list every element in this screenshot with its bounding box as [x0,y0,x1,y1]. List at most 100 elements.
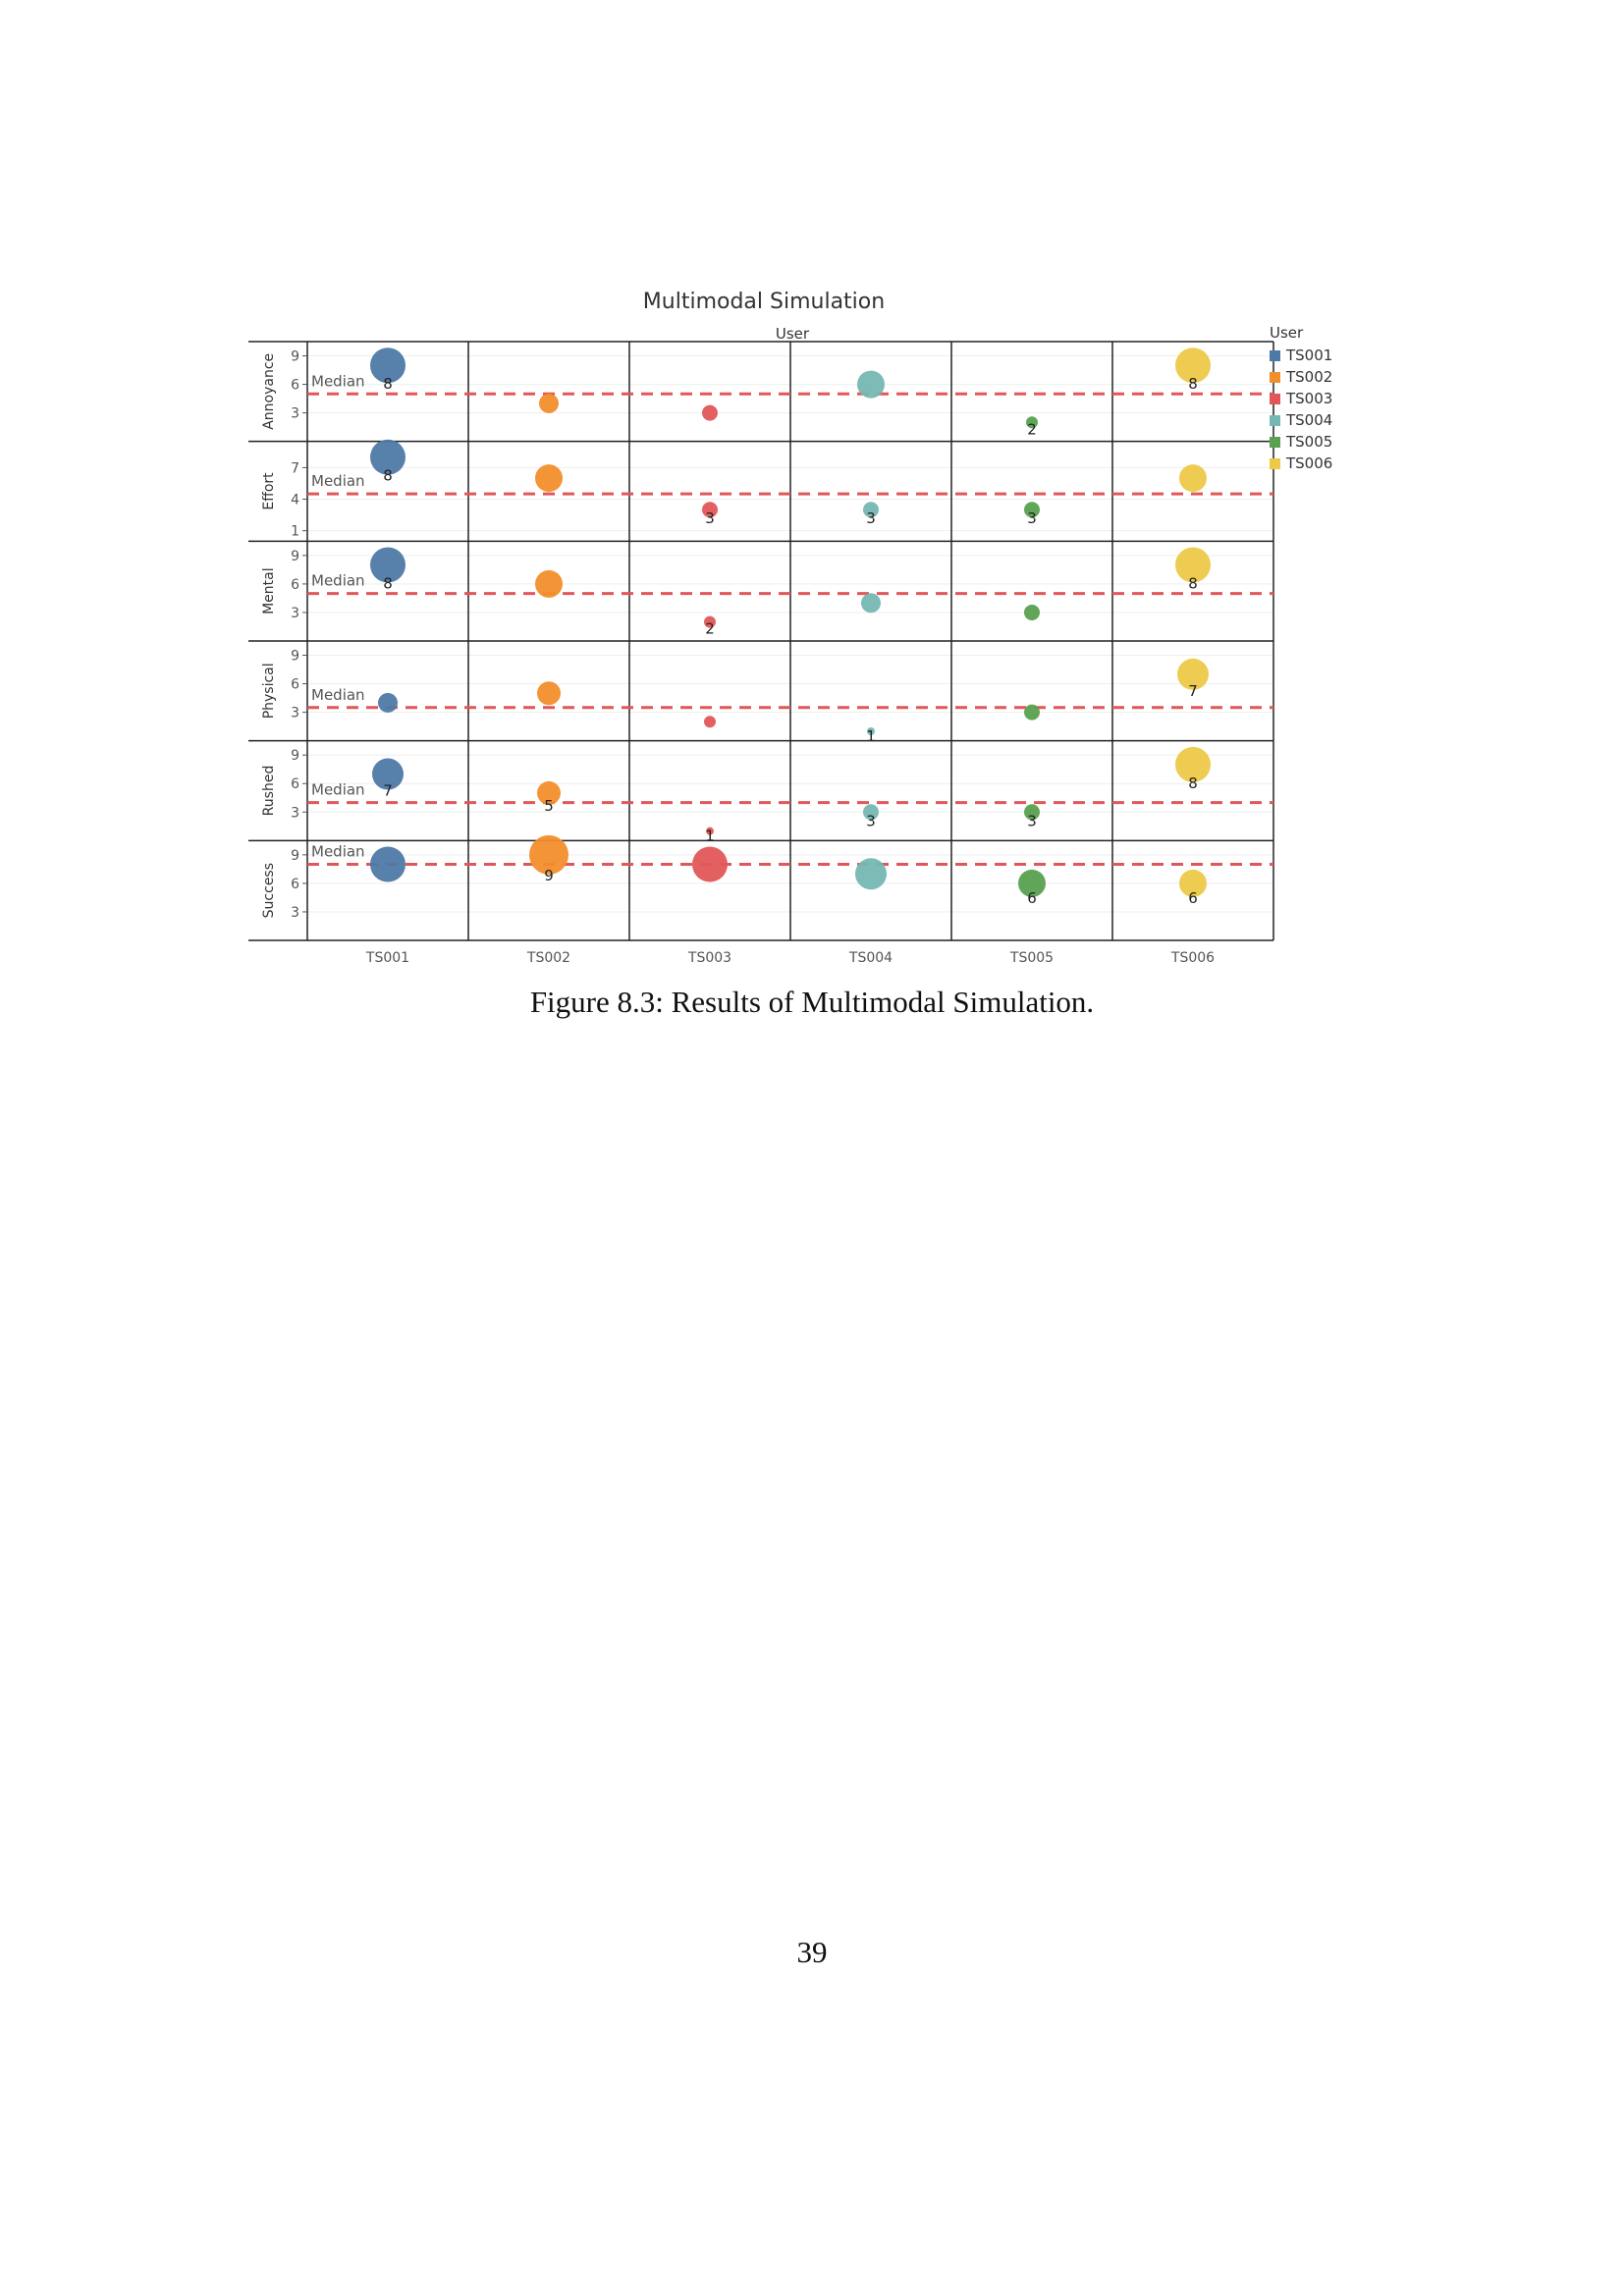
legend-swatch [1270,436,1280,448]
facet-label: Mental [261,567,277,614]
median-label: Median [311,686,365,704]
x-tick-label: TS003 [687,950,731,966]
data-point [855,858,887,890]
legend-swatch [1270,349,1280,361]
data-point [535,569,563,598]
x-tick-label: TS004 [848,950,893,966]
data-point [370,439,406,475]
data-point [529,834,568,875]
median-label: Median [311,843,365,861]
data-point [702,404,718,421]
data-label: 3 [1027,812,1037,829]
legend-item: TS004 [1270,409,1332,431]
data-label: 9 [544,867,554,884]
median-label: Median [311,472,365,490]
data-label: 8 [383,575,393,593]
data-point [863,804,879,821]
x-tick-label: TS001 [365,950,409,966]
legend-items: TS001 TS002 TS003 TS004 TS005 TS006 [1270,345,1332,474]
data-label: 8 [1188,575,1198,593]
median-label: Median [311,781,365,799]
data-label: 1 [705,828,715,845]
legend-label: TS004 [1286,411,1333,429]
data-point [378,692,398,713]
data-label: 8 [1188,375,1198,393]
data-point [1024,502,1040,518]
data-point [706,827,714,835]
facet-label: Effort [261,472,277,510]
facet-label: Annoyance [261,353,277,430]
data-point [537,780,561,805]
y-tick-label: 9 [291,549,299,564]
data-point [539,393,559,413]
y-tick-label: 9 [291,748,299,764]
y-tick-label: 6 [291,577,299,593]
data-point [1024,804,1040,821]
facet-label: Rushed [261,766,277,817]
data-point [704,615,716,628]
y-tick-label: 3 [291,805,299,821]
data-point [702,502,718,518]
legend-item: TS001 [1270,345,1332,366]
legend-item: TS005 [1270,431,1332,453]
legend-title: User [1270,324,1304,342]
y-tick-label: 6 [291,877,299,892]
median-label: Median [311,572,365,590]
data-label: 3 [705,509,715,527]
legend: User TS001 TS002 TS003 TS004 TS005 TS006 [1270,324,1332,474]
y-tick-label: 3 [291,606,299,621]
chart-title: Multimodal Simulation [643,290,885,314]
top-strip-label: User [776,325,810,343]
data-point [857,370,885,399]
plot-area: Annoyance 3 6 9 Median 8 2 8 Effort 1 4 7 Median 8 3 3 3… [248,341,1274,966]
y-tick-label: 6 [291,776,299,792]
y-tick-label: 3 [291,706,299,721]
data-point [537,681,561,706]
facet-label: Success [261,863,277,918]
legend-swatch [1270,371,1280,383]
y-tick-label: 1 [291,524,299,540]
legend-label: TS005 [1286,433,1333,451]
y-tick-label: 4 [291,493,299,508]
data-point [1024,704,1040,721]
legend-item: TS006 [1270,453,1332,474]
legend-swatch [1270,393,1280,404]
data-label: 7 [1188,682,1198,700]
data-label: 8 [1188,774,1198,792]
data-label: 7 [383,782,393,800]
figure-caption: Figure 8.3: Results of Multimodal Simula… [529,985,1095,1019]
legend-swatch [1270,414,1280,426]
data-point [863,502,879,518]
data-point [535,464,563,493]
data-label: 6 [1188,889,1198,907]
facet-label: Physical [261,663,277,719]
median-label: Median [311,372,365,390]
legend-swatch [1270,457,1280,469]
x-tick-label: TS006 [1170,950,1215,966]
page-number: 39 [796,1935,828,1969]
data-label: 5 [544,797,554,815]
y-tick-label: 9 [291,649,299,665]
data-label: 2 [1027,420,1037,438]
data-label: 8 [383,375,393,393]
data-point [867,726,875,735]
data-label: 6 [1027,889,1037,907]
data-point [1175,347,1211,384]
chart-figure: Multimodal Simulation User Annoyance 369M… [248,290,1274,966]
data-point [372,758,404,790]
y-tick-label: 9 [291,349,299,365]
data-point [370,846,406,882]
y-tick-label: 3 [291,905,299,921]
y-tick-label: 9 [291,848,299,864]
x-tick-label: TS002 [526,950,570,966]
data-label: 3 [866,509,876,527]
data-point [1026,416,1038,429]
data-label: 8 [383,467,393,485]
data-point [1018,869,1046,897]
data-point [1024,604,1040,620]
data-point [692,846,728,882]
data-point [861,593,881,614]
data-point [1179,464,1207,493]
data-label: 3 [866,812,876,829]
data-point [370,347,406,384]
